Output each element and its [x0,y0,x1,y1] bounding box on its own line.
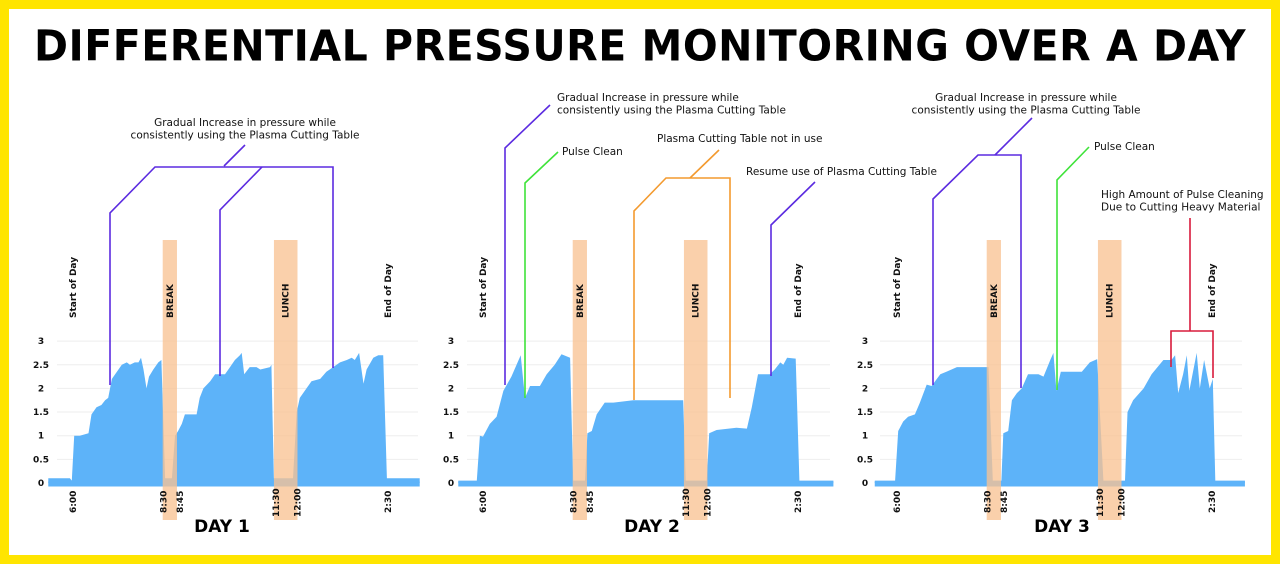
annotation-text: consistently using the Plasma Cutting Ta… [557,105,786,117]
annotation-text: consistently using the Plasma Cutting Ta… [912,105,1141,117]
chart-day-3: 0 0.5 1 1.5 2 2.5 3 BREAK LUNCH Start of Day End o… [857,92,1264,537]
annotation-text: Resume use of Plasma Cutting Table [746,166,937,178]
chart-day-1: 0 0.5 1 1.5 2 2.5 3 BREAK LUNCH Start of Day End o… [33,117,420,537]
marker-label: End of Day [1208,263,1218,318]
y-tick-label: 0 [448,479,454,489]
marker-label: Start of Day [893,257,903,318]
y-tick-label: 2 [862,384,868,394]
y-tick-label: 1 [448,432,454,442]
x-tick-label: 8:30 [570,491,580,513]
x-tick-label: 8:30 [160,491,170,513]
x-tick-label: 8:45 [586,491,596,513]
annotation-text: Gradual Increase in pressure while [154,117,336,129]
y-tick-label: 1.5 [33,408,49,418]
y-tick-label: 2 [448,384,454,394]
y-tick-label: 2.5 [443,361,459,371]
band-label: LUNCH [282,284,292,318]
annotation-leader-line [223,144,246,167]
y-tick-label: 1 [38,432,44,442]
x-tick-label: 8:30 [984,491,994,513]
annotation-leader-line [1056,146,1090,390]
band-lunch [273,240,298,520]
annotation-leader-line [633,177,731,400]
annotation-text: Gradual Increase in pressure while [935,92,1117,104]
y-tick-label: 3 [862,337,868,347]
annotation-leader-line [1170,330,1214,378]
x-tick-label: 12:00 [703,488,713,517]
annotation-leader-line [109,166,334,385]
y-tick-label: 0.5 [443,455,459,465]
x-tick-label: 2:30 [794,491,804,513]
band-lunch [1097,240,1122,520]
day-title: DAY 1 [194,517,250,537]
band-break [986,240,1001,520]
annotation-text: High Amount of Pulse Cleaning [1101,189,1264,201]
marker-label: End of Day [794,263,804,318]
x-tick-label: 12:00 [1117,488,1127,517]
x-tick-label: 2:30 [384,491,394,513]
y-tick-label: 3 [448,337,454,347]
annotation-text: Due to Cutting Heavy Material [1101,202,1260,214]
band-label: LUNCH [1106,284,1116,318]
band-label: LUNCH [692,284,702,318]
y-tick-label: 1.5 [443,408,459,418]
y-tick-label: 1.5 [857,408,873,418]
x-tick-label: 12:00 [293,488,303,517]
marker-label: End of Day [384,263,394,318]
annotation-text: Pulse Clean [1094,141,1155,153]
y-tick-label: 0 [862,479,868,489]
marker-label: Start of Day [69,257,79,318]
band-label: BREAK [990,283,1000,318]
pressure-area [458,354,834,483]
pressure-area [874,352,1245,483]
pressure-area [48,352,420,483]
x-tick-label: 11:30 [682,488,692,517]
x-tick-label: 6:00 [893,491,903,513]
page-title: DIFFERENTIAL PRESSURE MONITORING OVER A … [33,20,1247,72]
band-break [162,240,177,520]
y-tick-label: 0 [38,479,44,489]
annotation-text: Gradual Increase in pressure while [557,92,739,104]
band-label: BREAK [576,283,586,318]
y-tick-label: 2 [38,384,44,394]
annotation-leader-line [524,151,559,398]
band-label: BREAK [166,283,176,318]
annotation-leader-line [770,181,816,376]
annotation-text: consistently using the Plasma Cutting Ta… [131,130,360,142]
annotation-leader-line [932,154,1022,388]
x-tick-label: 6:00 [479,491,489,513]
annotation-leader-line [504,104,551,385]
band-break [572,240,587,520]
annotation-text: Pulse Clean [562,146,623,158]
y-tick-label: 2.5 [33,361,49,371]
x-tick-label: 8:45 [176,491,186,513]
chart-day-2: 0 0.5 1 1.5 2 2.5 3 BREAK LUNCH Start of Day End o… [443,92,937,537]
y-tick-label: 3 [38,337,44,347]
x-tick-label: 6:00 [69,491,79,513]
band-lunch [683,240,708,520]
annotation-leader-line [219,166,263,376]
y-tick-label: 0.5 [857,455,873,465]
day-title: DAY 3 [1034,517,1090,537]
x-tick-label: 8:45 [1000,491,1010,513]
annotation-leader-line [689,149,720,179]
x-tick-label: 11:30 [272,488,282,517]
y-tick-label: 2.5 [857,361,873,371]
y-tick-label: 1 [862,432,868,442]
day-title: DAY 2 [624,517,680,537]
annotation-leader-line [994,117,1033,156]
annotation-text: Plasma Cutting Table not in use [657,133,822,145]
y-tick-label: 0.5 [33,455,49,465]
x-tick-label: 11:30 [1096,488,1106,517]
x-tick-label: 2:30 [1208,491,1218,513]
marker-label: Start of Day [479,257,489,318]
